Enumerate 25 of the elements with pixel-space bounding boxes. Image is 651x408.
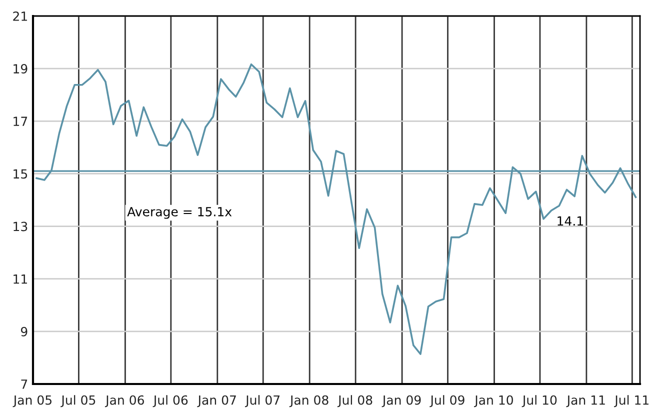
y-tick-label: 11: [14, 274, 27, 284]
x-tick-label: Jan 11: [566, 395, 605, 408]
x-tick-label: Jan 05: [12, 395, 52, 408]
x-tick-label: Jan 07: [197, 395, 236, 408]
x-tick-label: Jul 08: [337, 395, 372, 408]
x-tick-label: Jul 07: [244, 395, 280, 408]
x-tick-label: Jan 10: [474, 395, 513, 408]
y-tick-label: 15: [14, 169, 28, 179]
x-tick-label: Jan 08: [289, 395, 328, 408]
x-tick-label: Jul 09: [430, 395, 464, 408]
y-tick-label: 9: [20, 326, 28, 336]
line-series: [36, 63, 637, 355]
x-tick-label: Jul 06: [152, 395, 188, 408]
ref-line-label: Average = 15.1x: [127, 207, 232, 219]
x-tick-label: Jul 05: [60, 395, 96, 408]
x-tick-label: Jul 11: [614, 395, 648, 408]
x-tick-label: Jan 09: [382, 395, 421, 408]
x-tick-label: Jul 10: [522, 395, 557, 408]
y-tick-label: 21: [13, 11, 27, 21]
y-tick-label: 13: [14, 222, 28, 232]
y-tick-label: 17: [14, 116, 28, 126]
annotation: 14.1: [558, 216, 583, 226]
x-tick-label: Jan 06: [104, 395, 144, 408]
y-tick-label: 7: [21, 380, 28, 389]
y-tick-label: 19: [14, 64, 28, 74]
